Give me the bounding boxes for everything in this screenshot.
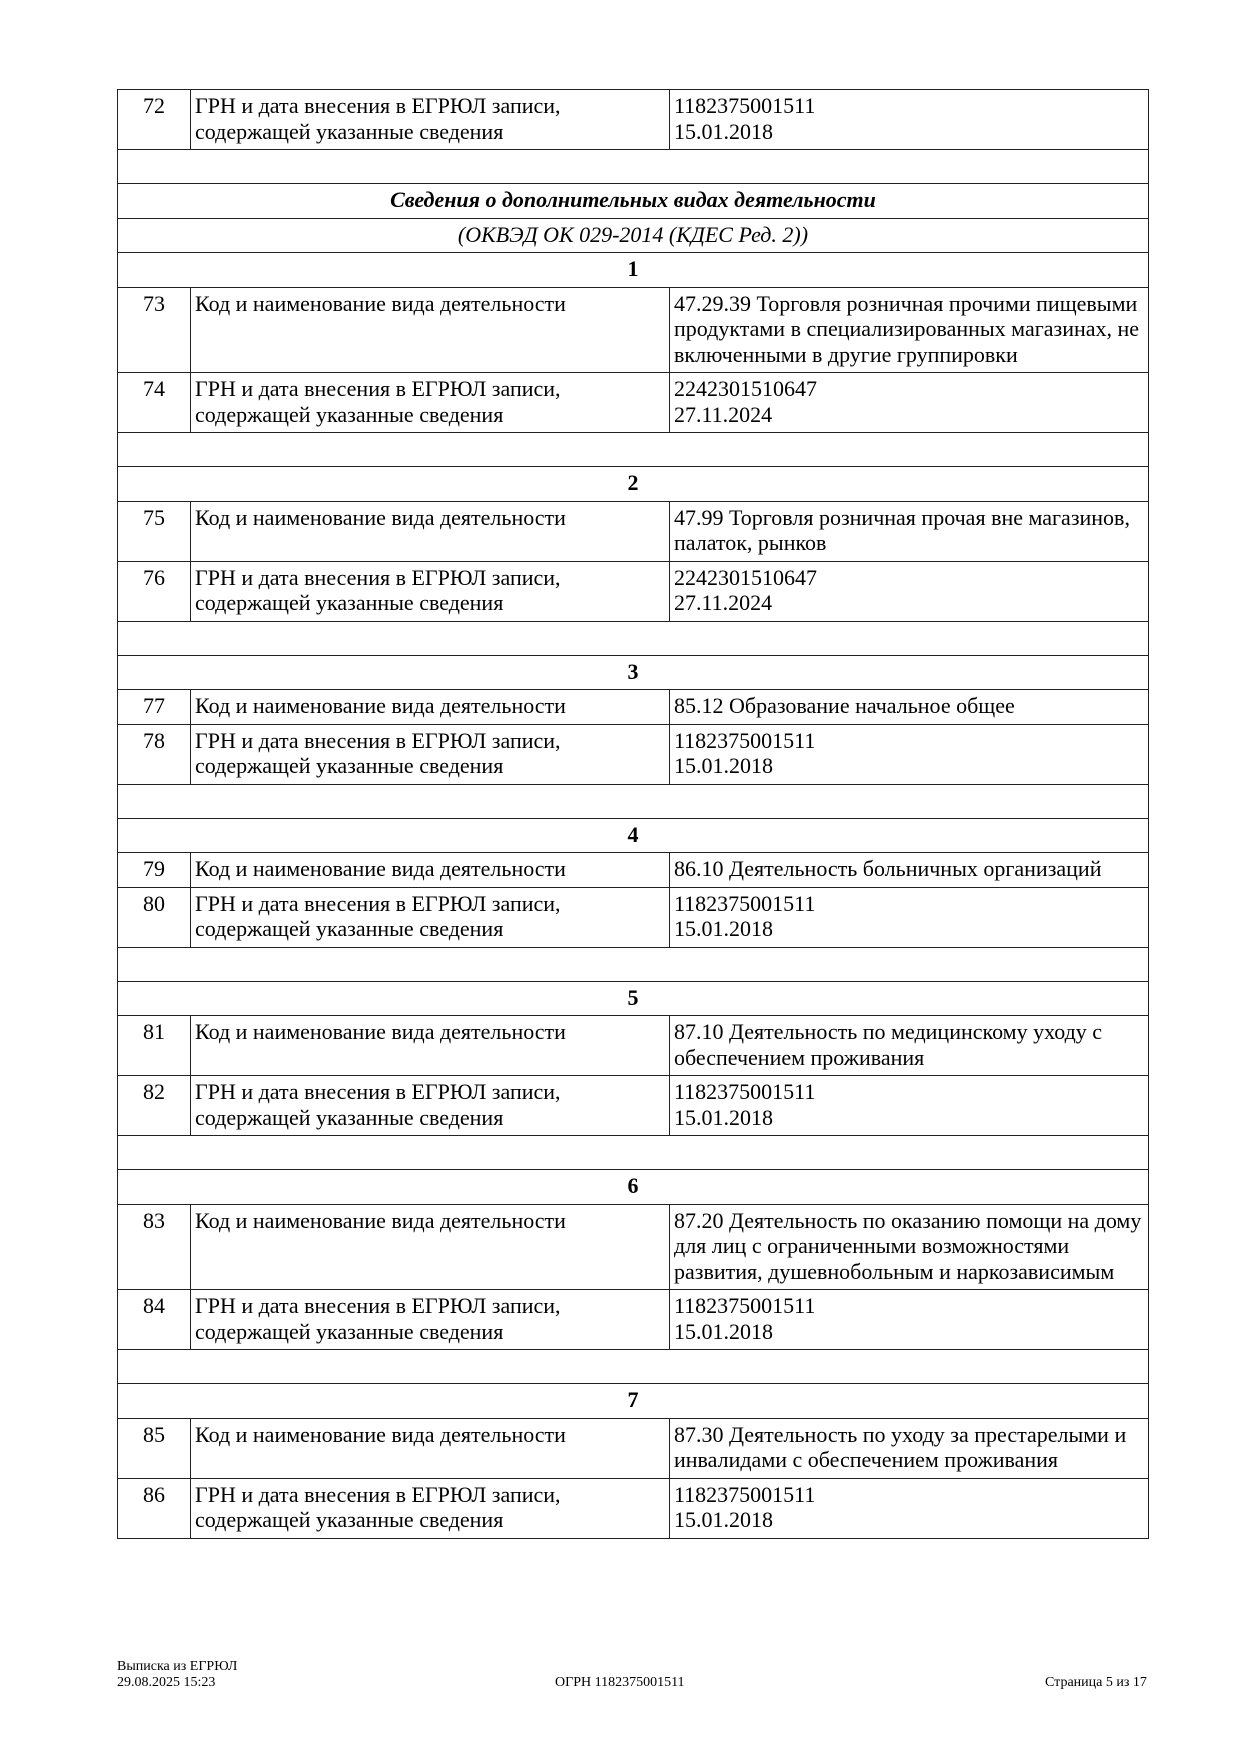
row-label: ГРН и дата внесения в ЕГРЮЛ записи, соде… (190, 886, 670, 948)
table-row: 83 Код и наименование вида деятельности … (117, 1203, 1149, 1290)
row-value: 1182375001511 15.01.2018 (669, 886, 1149, 948)
blank-cell (117, 1349, 1149, 1384)
table-row: 81 Код и наименование вида деятельности … (117, 1015, 1149, 1076)
row-label: ГРН и дата внесения в ЕГРЮЛ записи, соде… (190, 1477, 670, 1539)
row-number: 82 (117, 1075, 191, 1136)
section-title: Сведения о дополнительных видах деятельн… (117, 183, 1149, 219)
activities-table: 72 ГРН и дата внесения в ЕГРЮЛ записи, с… (117, 89, 1149, 1539)
table-row: 74 ГРН и дата внесения в ЕГРЮЛ записи, с… (117, 372, 1149, 433)
table-row: 84 ГРН и дата внесения в ЕГРЮЛ записи, с… (117, 1289, 1149, 1350)
group-number-row: 2 (117, 466, 1149, 502)
table-row: 73 Код и наименование вида деятельности … (117, 286, 1149, 373)
row-value: 86.10 Деятельность больничных организаци… (669, 852, 1149, 888)
group-number: 2 (117, 466, 1149, 502)
row-value: 85.12 Образование начальное общее (669, 689, 1149, 725)
row-label: Код и наименование вида деятельности (190, 286, 670, 373)
row-number: 74 (117, 372, 191, 433)
row-number: 86 (117, 1477, 191, 1539)
row-label: Код и наименование вида деятельности (190, 500, 670, 562)
table-row: 72 ГРН и дата внесения в ЕГРЮЛ записи, с… (117, 89, 1149, 150)
row-value: 1182375001511 15.01.2018 (669, 1477, 1149, 1539)
blank-row (117, 149, 1149, 184)
row-label: Код и наименование вида деятельности (190, 1203, 670, 1290)
row-number: 80 (117, 886, 191, 948)
group-number-row: 4 (117, 817, 1149, 853)
row-number: 77 (117, 689, 191, 725)
row-label: ГРН и дата внесения в ЕГРЮЛ записи, соде… (190, 560, 670, 622)
row-value: 2242301510647 27.11.2024 (669, 372, 1149, 433)
row-number: 75 (117, 500, 191, 562)
row-number: 79 (117, 852, 191, 888)
group-number-row: 6 (117, 1169, 1149, 1205)
group-number: 3 (117, 654, 1149, 690)
table-row: 80 ГРН и дата внесения в ЕГРЮЛ записи, с… (117, 886, 1149, 948)
table-row: 82 ГРН и дата внесения в ЕГРЮЛ записи, с… (117, 1075, 1149, 1136)
blank-row (117, 946, 1149, 982)
row-number: 73 (117, 286, 191, 373)
row-value: 1182375001511 15.01.2018 (669, 1075, 1149, 1136)
row-number: 72 (117, 89, 191, 150)
table-row: 86 ГРН и дата внесения в ЕГРЮЛ записи, с… (117, 1477, 1149, 1539)
section-subtitle-row: (ОКВЭД ОК 029-2014 (КДЕС Ред. 2)) (117, 217, 1149, 253)
row-label: Код и наименование вида деятельности (190, 689, 670, 725)
group-number-row: 1 (117, 252, 1149, 288)
row-label: ГРН и дата внесения в ЕГРЮЛ записи, соде… (190, 372, 670, 433)
table-row: 79 Код и наименование вида деятельности … (117, 852, 1149, 888)
row-number: 83 (117, 1203, 191, 1290)
group-number: 1 (117, 252, 1149, 288)
row-value: 1182375001511 15.01.2018 (669, 89, 1149, 150)
footer-datetime: 29.08.2025 15:23 (117, 1675, 216, 1690)
row-label: ГРН и дата внесения в ЕГРЮЛ записи, соде… (190, 89, 670, 150)
row-number: 81 (117, 1015, 191, 1076)
row-label: Код и наименование вида деятельности (190, 1417, 670, 1479)
blank-row (117, 783, 1149, 819)
group-number: 7 (117, 1383, 1149, 1419)
group-number-row: 3 (117, 654, 1149, 690)
row-label: Код и наименование вида деятельности (190, 1015, 670, 1076)
blank-row (117, 620, 1149, 656)
row-value: 47.29.39 Торговля розничная прочими пище… (669, 286, 1149, 373)
blank-cell (117, 1135, 1149, 1170)
footer-ogrn: ОГРН 1182375001511 (555, 1675, 685, 1690)
blank-row (117, 1135, 1149, 1170)
blank-cell (117, 149, 1149, 184)
blank-cell (117, 432, 1149, 467)
row-label: ГРН и дата внесения в ЕГРЮЛ записи, соде… (190, 1075, 670, 1136)
section-subtitle: (ОКВЭД ОК 029-2014 (КДЕС Ред. 2)) (117, 217, 1149, 253)
blank-cell (117, 783, 1149, 819)
row-label: Код и наименование вида деятельности (190, 852, 670, 888)
table-row: 76 ГРН и дата внесения в ЕГРЮЛ записи, с… (117, 560, 1149, 622)
blank-row (117, 1349, 1149, 1384)
row-value: 2242301510647 27.11.2024 (669, 560, 1149, 622)
table-row: 75 Код и наименование вида деятельности … (117, 500, 1149, 562)
group-number-row: 5 (117, 980, 1149, 1016)
row-value: 87.10 Деятельность по медицинскому уходу… (669, 1015, 1149, 1076)
group-number: 4 (117, 817, 1149, 853)
row-value: 87.20 Деятельность по оказанию помощи на… (669, 1203, 1149, 1290)
blank-cell (117, 620, 1149, 656)
row-number: 78 (117, 723, 191, 785)
row-value: 1182375001511 15.01.2018 (669, 723, 1149, 785)
blank-row (117, 432, 1149, 467)
row-label: ГРН и дата внесения в ЕГРЮЛ записи, соде… (190, 1289, 670, 1350)
row-number: 85 (117, 1417, 191, 1479)
row-number: 84 (117, 1289, 191, 1350)
row-label: ГРН и дата внесения в ЕГРЮЛ записи, соде… (190, 723, 670, 785)
row-value: 87.30 Деятельность по уходу за престарел… (669, 1417, 1149, 1479)
group-number-row: 7 (117, 1383, 1149, 1419)
row-value: 1182375001511 15.01.2018 (669, 1289, 1149, 1350)
blank-cell (117, 946, 1149, 982)
table-row: 77 Код и наименование вида деятельности … (117, 689, 1149, 725)
footer-doc-name: Выписка из ЕГРЮЛ (117, 1659, 238, 1674)
row-number: 76 (117, 560, 191, 622)
table-row: 85 Код и наименование вида деятельности … (117, 1417, 1149, 1479)
footer-page-number: Страница 5 из 17 (1045, 1675, 1147, 1690)
section-title-row: Сведения о дополнительных видах деятельн… (117, 183, 1149, 219)
footer-left: Выписка из ЕГРЮЛ 29.08.2025 15:23 (117, 1659, 237, 1691)
group-number: 5 (117, 980, 1149, 1016)
group-number: 6 (117, 1169, 1149, 1205)
table-row: 78 ГРН и дата внесения в ЕГРЮЛ записи, с… (117, 723, 1149, 785)
row-value: 47.99 Торговля розничная прочая вне мага… (669, 500, 1149, 562)
